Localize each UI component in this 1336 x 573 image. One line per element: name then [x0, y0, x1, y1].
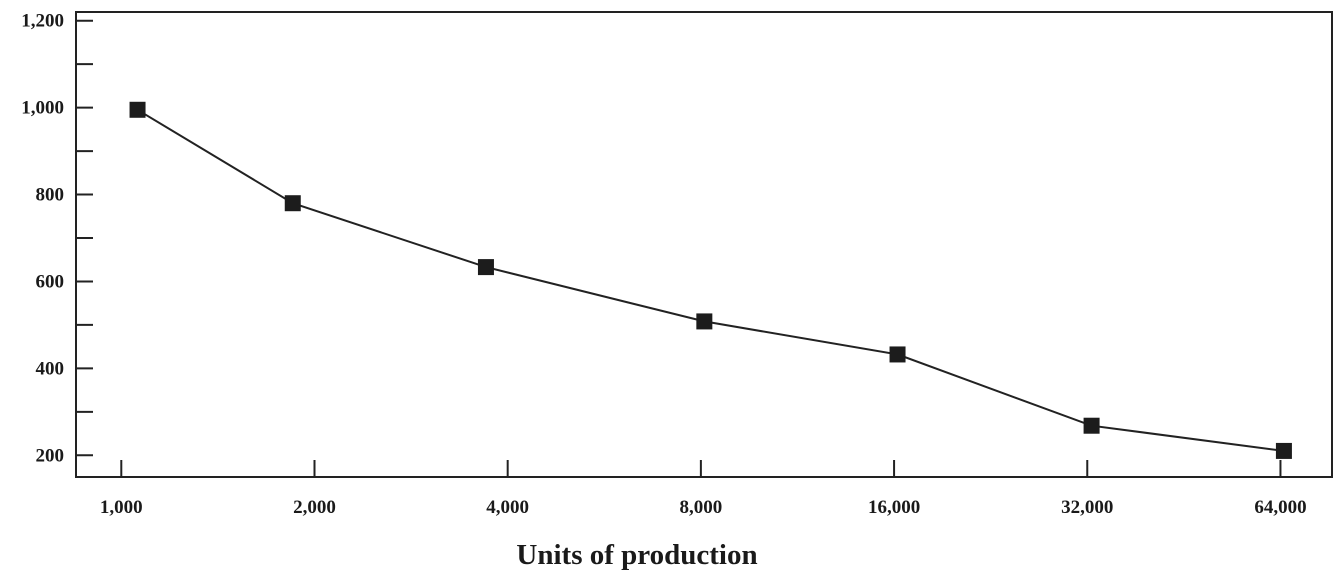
data-point-marker: [284, 195, 301, 212]
y-tick-label: 400: [36, 358, 65, 379]
y-tick-label: 200: [36, 445, 65, 466]
plot-frame: [75, 11, 1333, 478]
x-tick-label: 32,000: [1061, 497, 1113, 518]
y-tick-label: 600: [36, 271, 65, 292]
x-tick-label: 16,000: [868, 497, 920, 518]
axis-ticks-group: [76, 19, 1282, 477]
y-tick-label: 800: [36, 185, 65, 206]
data-point-marker: [696, 313, 713, 330]
x-axis-title: Units of production: [516, 539, 757, 571]
y-tick-label: 1,000: [21, 98, 64, 119]
x-tick-label: 64,000: [1254, 497, 1306, 518]
plot-frame-group: [75, 11, 1333, 478]
series-group: [129, 101, 1292, 459]
series-line: [136, 108, 1285, 452]
x-tick-label: 8,000: [680, 497, 723, 518]
x-tick-label: 2,000: [293, 497, 336, 518]
y-tick-label: 1,200: [21, 11, 64, 32]
tick-labels-group: 200 400 600 800 1,000 1,200 1,000 2,000 4,000 8,0…: [21, 11, 1306, 518]
data-point-marker: [1083, 417, 1100, 434]
x-tick-label: 1,000: [100, 497, 143, 518]
data-point-marker: [1275, 442, 1292, 459]
x-tick-label: 4,000: [486, 497, 529, 518]
data-point-marker: [129, 101, 146, 118]
data-point-marker: [889, 346, 906, 363]
data-point-marker: [477, 259, 494, 276]
